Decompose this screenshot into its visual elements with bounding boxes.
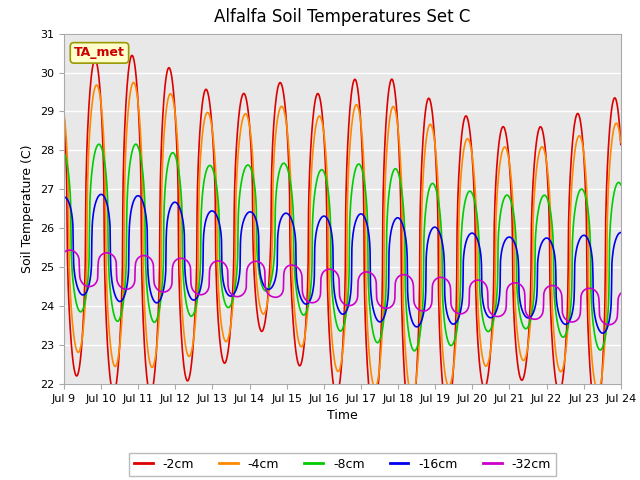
Line: -32cm: -32cm: [64, 250, 621, 324]
-4cm: [184, 353, 192, 359]
-2cm: [246, 135, 254, 141]
-8cm: [60, 150, 68, 156]
Line: -2cm: -2cm: [64, 55, 621, 422]
-32cm: [551, 283, 559, 289]
-4cm: [552, 347, 559, 352]
-32cm: [65, 247, 73, 253]
-8cm: [184, 309, 192, 314]
-16cm: [551, 255, 559, 261]
-16cm: [246, 209, 254, 215]
-4cm: [246, 130, 254, 135]
-8cm: [502, 192, 510, 198]
-16cm: [171, 199, 179, 205]
-2cm: [128, 52, 136, 58]
Legend: -2cm, -4cm, -8cm, -16cm, -32cm: -2cm, -4cm, -8cm, -16cm, -32cm: [129, 453, 556, 476]
-8cm: [429, 181, 437, 187]
Title: Alfalfa Soil Temperatures Set C: Alfalfa Soil Temperatures Set C: [214, 9, 470, 26]
-4cm: [429, 131, 437, 136]
-4cm: [502, 146, 510, 152]
-8cm: [552, 306, 559, 312]
-2cm: [406, 419, 414, 425]
-4cm: [408, 393, 416, 398]
-2cm: [552, 375, 559, 381]
-32cm: [502, 306, 509, 312]
Line: -4cm: -4cm: [64, 83, 621, 396]
Y-axis label: Soil Temperature (C): Soil Temperature (C): [22, 144, 35, 273]
Line: -16cm: -16cm: [64, 194, 621, 333]
X-axis label: Time: Time: [327, 409, 358, 422]
-16cm: [617, 229, 625, 235]
Text: TA_met: TA_met: [74, 47, 125, 60]
-2cm: [429, 122, 437, 128]
-16cm: [429, 225, 437, 230]
-32cm: [246, 261, 254, 266]
-32cm: [60, 250, 68, 255]
-2cm: [617, 142, 625, 147]
-4cm: [60, 111, 68, 117]
-16cm: [184, 289, 192, 295]
-16cm: [97, 192, 105, 197]
-8cm: [411, 348, 419, 354]
-2cm: [171, 104, 179, 109]
-32cm: [617, 290, 625, 296]
-4cm: [171, 107, 179, 112]
-16cm: [60, 194, 68, 200]
-2cm: [502, 132, 510, 138]
-32cm: [605, 322, 613, 327]
-8cm: [132, 141, 140, 147]
Line: -8cm: -8cm: [64, 144, 621, 351]
-4cm: [617, 140, 625, 145]
-32cm: [171, 259, 179, 264]
-2cm: [184, 377, 192, 383]
-8cm: [246, 165, 254, 170]
-32cm: [184, 259, 192, 265]
-32cm: [429, 280, 437, 286]
-16cm: [599, 330, 607, 336]
-16cm: [502, 236, 509, 242]
-8cm: [617, 182, 625, 188]
-2cm: [60, 113, 68, 119]
-8cm: [171, 152, 179, 157]
-4cm: [130, 80, 138, 85]
